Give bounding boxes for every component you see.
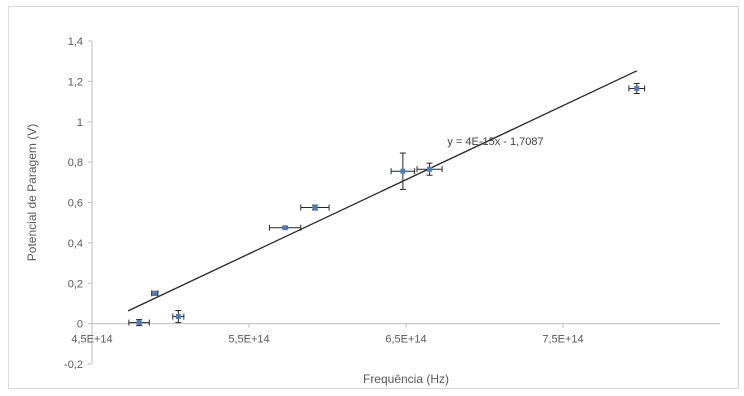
y-tick-label: 0,8	[68, 157, 83, 169]
data-point	[152, 290, 158, 296]
x-tick-label: 6,5E+14	[385, 334, 426, 346]
x-tick-label: 7,5E+14	[542, 334, 583, 346]
data-point	[400, 168, 406, 174]
y-tick-label: 0,4	[68, 238, 83, 250]
y-tick-label: 0,2	[68, 278, 83, 290]
y-axis-title: Potencial de Paragem (V)	[25, 124, 39, 261]
y-tick-label: 1,4	[68, 36, 83, 48]
data-point	[634, 85, 640, 91]
y-tick-label: 0,6	[68, 198, 83, 210]
trendline	[127, 70, 638, 312]
x-tick-label: 5,5E+14	[228, 334, 269, 346]
data-point	[136, 320, 142, 326]
x-axis-title: Frequência (Hz)	[363, 372, 449, 386]
data-point	[282, 225, 288, 231]
scatter-chart: -0,2 0 0,2 0,4 0,6 0,8 1 1,2 1,4 4,5E+14 5,5E+14 6,…	[25, 36, 720, 386]
data-point	[175, 314, 181, 320]
y-tick-label: 0	[77, 319, 83, 331]
chart-area: -0,2 0 0,2 0,4 0,6 0,8 1 1,2 1,4 4,5E+14 5,5E+14 6,…	[8, 6, 739, 389]
x-tick-label: 4,5E+14	[71, 334, 112, 346]
y-tick-label: 1,2	[68, 76, 83, 88]
data-point	[427, 166, 433, 172]
trendline-equation: y = 4E-15x - 1,7087	[447, 136, 543, 148]
y-tick-label: -0,2	[64, 359, 83, 371]
data-point	[312, 205, 318, 211]
y-tick-label: 1	[77, 117, 83, 129]
